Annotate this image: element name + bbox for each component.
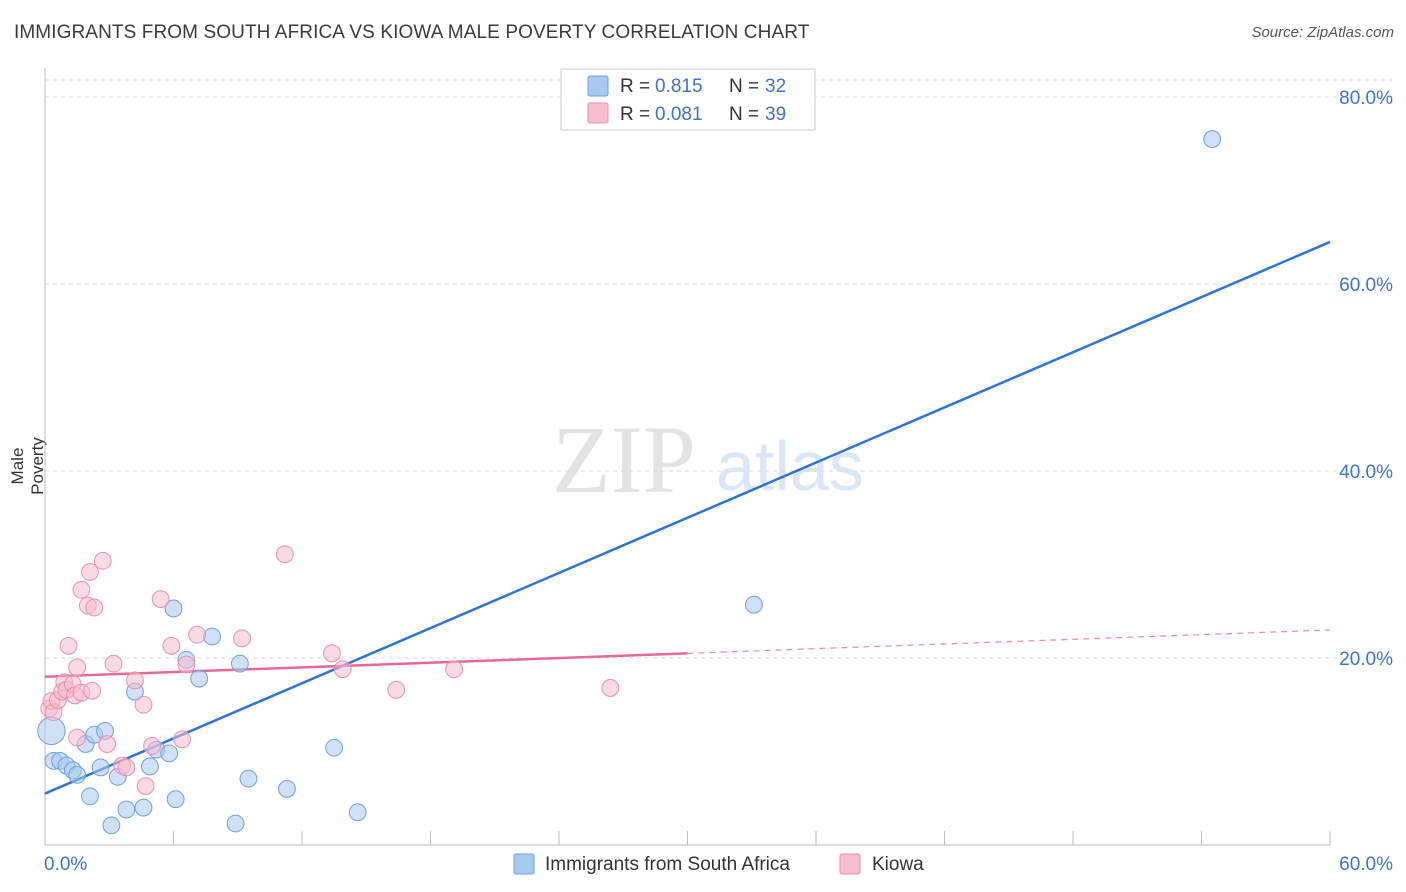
point-kiowa <box>85 598 104 617</box>
point-kiowa <box>68 658 87 677</box>
bottom-legend-swatch-pink <box>839 853 861 875</box>
point-kiowa <box>387 680 406 699</box>
point-south-africa <box>160 744 179 763</box>
y-tick-label: 20.0% <box>1339 649 1393 670</box>
point-kiowa <box>104 654 123 673</box>
point-kiowa <box>323 644 341 663</box>
point-kiowa <box>151 590 170 608</box>
point-kiowa <box>59 636 78 655</box>
x-tick-label: 0.0% <box>44 854 87 875</box>
point-kiowa <box>117 758 136 777</box>
chart-source: Source: ZipAtlas.com <box>1251 24 1394 41</box>
trend-lines <box>44 240 1331 795</box>
point-kiowa <box>83 681 102 700</box>
y-tick-label: 80.0% <box>1339 88 1393 109</box>
point-kiowa <box>601 679 620 697</box>
point-kiowa <box>134 695 153 714</box>
trend-line-kiowa <box>44 652 688 678</box>
point-south-africa <box>166 790 185 809</box>
point-kiowa <box>333 660 352 679</box>
point-south-africa <box>239 769 258 788</box>
watermark-zip: ZIP <box>552 406 696 513</box>
point-south-africa <box>1203 130 1222 148</box>
point-south-africa <box>141 757 159 776</box>
bottom-legend-label-pink: Kiowa <box>872 854 924 875</box>
legend-n-label: N = <box>729 104 764 125</box>
point-south-africa <box>226 814 245 833</box>
legend-r-value: 0.081 <box>655 104 703 125</box>
point-south-africa <box>348 803 367 822</box>
point-kiowa <box>98 735 117 753</box>
point-south-africa <box>230 654 249 673</box>
grid <box>45 79 1392 659</box>
point-kiowa <box>126 671 144 690</box>
bottom-legend-swatch-blue <box>513 853 535 875</box>
point-kiowa <box>72 580 91 599</box>
point-kiowa <box>143 736 161 755</box>
point-kiowa <box>81 563 99 581</box>
legend-n-value: 32 <box>765 76 786 97</box>
point-kiowa <box>93 551 112 570</box>
legend-r-label: R = <box>620 76 655 97</box>
point-kiowa <box>233 629 251 648</box>
x-tick-label: 60.0% <box>1339 854 1393 875</box>
point-south-africa <box>164 599 183 618</box>
legend-swatch-blue <box>587 75 609 97</box>
legend-r-label: R = <box>620 104 655 125</box>
legend-n-value: 39 <box>765 104 786 125</box>
point-south-africa <box>37 716 66 746</box>
watermark: ZIP atlas <box>552 406 864 513</box>
legend-r-value: 0.815 <box>655 76 703 97</box>
legend-n-label: N = <box>729 76 764 97</box>
point-kiowa <box>136 777 155 795</box>
point-kiowa <box>68 728 87 747</box>
y-tick-label: 60.0% <box>1339 275 1393 296</box>
trend-line-south-africa <box>44 240 1331 795</box>
y-tick-label: 40.0% <box>1339 462 1393 483</box>
point-south-africa <box>190 669 209 688</box>
bottom-legend: Immigrants from South Africa Kiowa <box>513 853 924 875</box>
data-points <box>37 130 1222 835</box>
legend-swatch-pink <box>587 102 609 124</box>
point-south-africa <box>91 758 110 777</box>
legend: R = 0.815 N = 32 R = 0.081 N = 39 <box>560 68 816 131</box>
point-south-africa <box>203 627 221 646</box>
point-kiowa <box>177 655 196 674</box>
point-kiowa <box>162 636 181 655</box>
point-kiowa <box>188 625 206 644</box>
point-south-africa <box>81 787 99 806</box>
point-south-africa <box>117 800 136 819</box>
axes: 20.0% 40.0% 60.0% 80.0% 0.0% 60.0% <box>44 68 1393 875</box>
point-south-africa <box>68 765 87 784</box>
point-south-africa <box>102 816 121 835</box>
chart-title: IMMIGRANTS FROM SOUTH AFRICA VS KIOWA MA… <box>14 22 810 43</box>
point-kiowa <box>173 730 191 749</box>
point-kiowa <box>275 545 294 564</box>
trend-line-kiowa-extension <box>687 629 1331 654</box>
bottom-legend-label-blue: Immigrants from South Africa <box>545 854 790 875</box>
point-south-africa <box>278 780 296 798</box>
point-south-africa <box>134 798 153 817</box>
point-south-africa <box>744 595 763 614</box>
watermark-atlas: atlas <box>716 427 864 505</box>
point-kiowa <box>445 660 463 679</box>
point-south-africa <box>325 738 344 757</box>
